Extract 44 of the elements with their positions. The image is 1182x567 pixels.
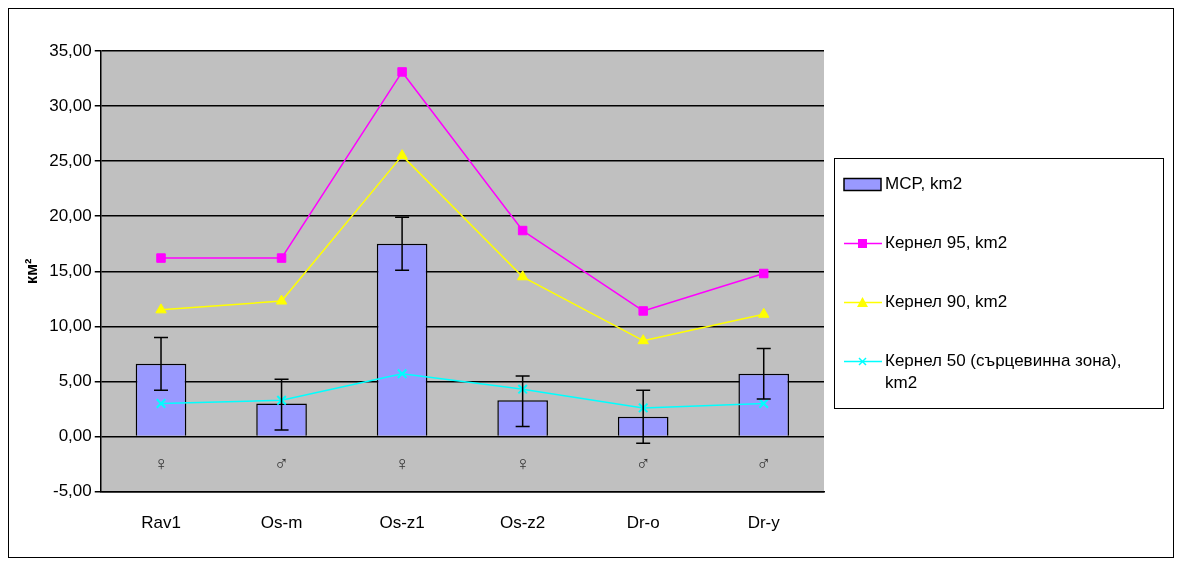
point bbox=[758, 397, 769, 409]
point bbox=[637, 333, 649, 344]
y-tick-label: 0,00 bbox=[58, 425, 92, 445]
point bbox=[758, 307, 770, 318]
legend-label: Кернел 90, km2 bbox=[885, 290, 1008, 313]
annotation: ♂ bbox=[274, 451, 290, 474]
annotation: ♂ bbox=[756, 451, 772, 474]
point bbox=[276, 252, 287, 263]
y-tick-label: 30,00 bbox=[49, 95, 92, 115]
point bbox=[516, 269, 529, 280]
point bbox=[276, 394, 287, 405]
legend-label: MCP, km2 bbox=[885, 172, 963, 195]
y-tick-label: 20,00 bbox=[49, 205, 92, 225]
point bbox=[397, 66, 407, 77]
annotation: ♀ bbox=[394, 451, 410, 474]
y-tick-label: 5,00 bbox=[58, 370, 92, 390]
x-tick-label: Rav1 bbox=[141, 512, 181, 532]
x-tick-label: Dr-o bbox=[626, 512, 660, 532]
x-tick-label: Os-z1 bbox=[379, 512, 425, 532]
point bbox=[637, 402, 649, 413]
legend-label: Кернел 95, km2 bbox=[885, 231, 1008, 254]
y-axis-title: км² bbox=[23, 258, 41, 284]
legend-label: Кернел 50 (сърцевинна зона), km2 bbox=[885, 349, 1123, 394]
y-tick-label: -5,00 bbox=[52, 480, 92, 500]
y-tick-label: 10,00 bbox=[49, 315, 92, 335]
point bbox=[517, 383, 528, 394]
point bbox=[758, 268, 769, 278]
annotation: ♂ bbox=[635, 451, 651, 474]
point bbox=[638, 305, 648, 316]
point bbox=[156, 252, 166, 263]
annotation: ♀ bbox=[515, 451, 531, 474]
y-tick-label: 25,00 bbox=[49, 150, 92, 170]
x-tick-label: Os-z2 bbox=[499, 512, 546, 532]
point bbox=[155, 302, 167, 313]
x-tick-label: Dr-y bbox=[747, 512, 781, 532]
point bbox=[396, 148, 408, 159]
point bbox=[517, 225, 528, 235]
annotation: ♀ bbox=[153, 451, 169, 474]
point bbox=[396, 368, 408, 379]
point bbox=[155, 397, 167, 409]
point bbox=[275, 294, 288, 305]
y-tick-label: 35,00 bbox=[49, 40, 92, 60]
x-tick-label: Os-m bbox=[260, 512, 303, 532]
y-tick-label: 15,00 bbox=[49, 260, 92, 280]
